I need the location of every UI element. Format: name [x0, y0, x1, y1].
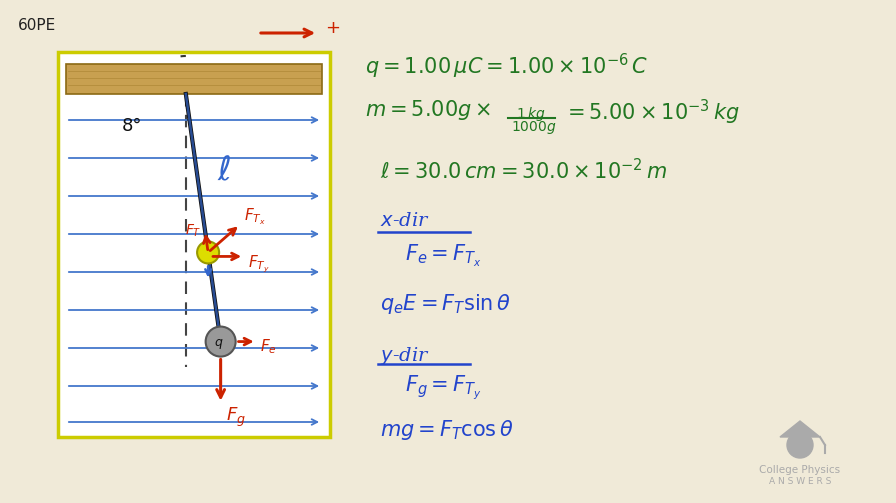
Text: $F_e = F_{T_x}$: $F_e = F_{T_x}$ [405, 243, 481, 269]
Circle shape [787, 432, 813, 458]
Text: $F_g = F_{T_y}$: $F_g = F_{T_y}$ [405, 374, 482, 402]
Text: $F_g$: $F_g$ [226, 406, 246, 429]
Polygon shape [780, 421, 820, 437]
Text: 8°: 8° [121, 117, 142, 135]
Text: +: + [325, 19, 340, 37]
Text: 60PE: 60PE [18, 18, 56, 33]
Text: $F_T$: $F_T$ [185, 222, 202, 239]
Text: q: q [215, 336, 222, 349]
Text: College Physics: College Physics [760, 465, 840, 475]
Text: $F_{T_y}$: $F_{T_y}$ [248, 254, 270, 275]
Text: $\ell$: $\ell$ [217, 155, 231, 188]
Text: $m = 5.00g \times$: $m = 5.00g \times$ [365, 98, 491, 122]
Circle shape [206, 326, 236, 357]
Text: $\ell = 30.0\,cm = 30.0 \times 10^{-2}\,m$: $\ell = 30.0\,cm = 30.0 \times 10^{-2}\,… [380, 158, 668, 183]
Bar [66, 64, 322, 94]
Bar [58, 52, 330, 437]
Circle shape [197, 241, 220, 264]
Text: $= 5.00 \times 10^{-3}\,kg$: $= 5.00 \times 10^{-3}\,kg$ [563, 98, 739, 127]
Text: $mg = F_T \cos\theta$: $mg = F_T \cos\theta$ [380, 418, 513, 442]
Text: $q_e E = F_T \sin\theta$: $q_e E = F_T \sin\theta$ [380, 292, 511, 316]
Text: $F_e$: $F_e$ [260, 337, 277, 356]
Text: $q = 1.00\,\mu C = 1.00 \times 10^{-6}\,C$: $q = 1.00\,\mu C = 1.00 \times 10^{-6}\,… [365, 52, 648, 81]
Text: $1\,kg$: $1\,kg$ [516, 105, 546, 123]
Text: $x$-dir: $x$-dir [380, 212, 429, 230]
Text: $y$-dir: $y$-dir [380, 345, 429, 367]
Text: A N S W E R S: A N S W E R S [769, 477, 831, 486]
Text: $F_{T_x}$: $F_{T_x}$ [244, 206, 266, 227]
Text: $1000g$: $1000g$ [511, 119, 556, 136]
